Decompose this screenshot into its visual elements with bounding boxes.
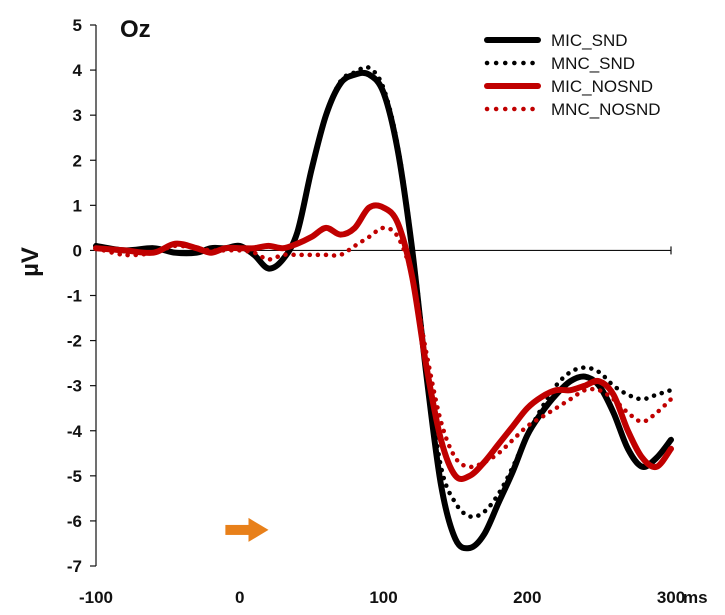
x-tick-label: 200 <box>513 588 541 607</box>
y-tick-label: -5 <box>67 467 82 486</box>
x-tick-label: 100 <box>369 588 397 607</box>
y-tick-label: -7 <box>67 557 82 576</box>
axes: 5 4 3 2 1 0 -1 -2 -3 -4 -5 -6 -7 -100 0 100 200 300 <box>67 16 685 607</box>
y-tick-label: -2 <box>67 332 82 351</box>
legend-label: MNC_NOSND <box>551 100 661 119</box>
y-tick-label: 2 <box>73 151 82 170</box>
x-tick-label: 0 <box>235 588 244 607</box>
series-layer <box>93 64 674 552</box>
arrow-shaft <box>225 524 249 535</box>
y-tick-label: -3 <box>67 377 82 396</box>
y-tick-label: -4 <box>67 422 83 441</box>
y-tick-label: 4 <box>73 61 83 80</box>
y-tick-label: 0 <box>73 241 82 260</box>
y-ticks: 5 4 3 2 1 0 -1 -2 -3 -4 -5 -6 -7 <box>67 16 96 576</box>
chart-title: Oz <box>120 16 151 43</box>
legend-label: MNC_SND <box>551 54 635 73</box>
arrow-head <box>248 517 269 542</box>
x-axis-unit-label: ms <box>683 588 708 607</box>
x-ticks: -100 0 100 200 300 <box>79 246 685 607</box>
x-tick-label: 300 <box>657 588 685 607</box>
x-tick-label: -100 <box>79 588 113 607</box>
y-tick-label: 3 <box>73 106 82 125</box>
y-tick-label: -6 <box>67 512 82 531</box>
series-line-mic-nosnd <box>93 202 674 483</box>
y-axis-label: µV <box>17 247 44 277</box>
series-line-mnc-nosnd <box>93 225 674 470</box>
y-tick-label: -1 <box>67 287 82 306</box>
y-tick-label: 1 <box>73 196 82 215</box>
series-line-mic-snd <box>93 69 674 552</box>
annotation-arrow <box>225 517 269 542</box>
legend-label: MIC_SND <box>551 31 628 50</box>
legend-label: MIC_NOSND <box>551 77 653 96</box>
series-line-mnc-snd <box>93 64 674 520</box>
y-tick-label: 5 <box>73 16 82 35</box>
legend: MIC_SND MNC_SND MIC_NOSND MNC_NOSND <box>484 31 661 119</box>
